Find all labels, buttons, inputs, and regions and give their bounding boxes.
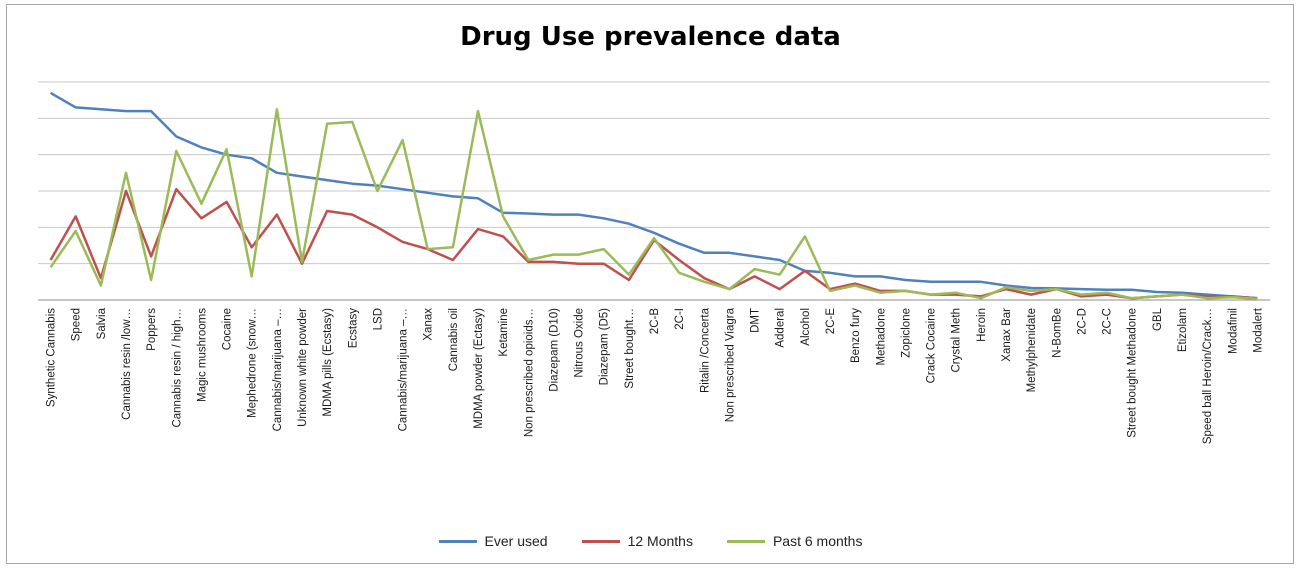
x-tick-label-7: Cocaine [222, 308, 234, 350]
legend-swatch-past-6-months [726, 539, 765, 543]
x-tick-label-41: 2C-D [1076, 308, 1088, 335]
x-tick-label-42: 2C-C [1102, 308, 1114, 335]
x-tick-label-37: Heroin [976, 308, 988, 342]
series-line-2 [49, 108, 1258, 301]
x-tick-label-19: Non prescribed opioids… [523, 308, 535, 437]
x-tick-label-5: Cannabis resin / high… [171, 308, 183, 428]
x-tick-label-4: Poppers [146, 308, 158, 351]
legend-swatch-12-months [581, 539, 620, 543]
x-tick-label-12: Ecstasy [347, 308, 359, 349]
x-tick-label-28: DMT [750, 308, 762, 333]
x-tick-label-17: MDMA powder (Ectasy) [473, 308, 485, 429]
series-line-0 [49, 91, 1258, 300]
x-tick-label-9: Cannabis/marijuana –… [272, 308, 284, 431]
x-tick-label-38: Xanax Bar [1001, 308, 1013, 362]
x-tick-label-32: Benzo fury [850, 308, 862, 363]
x-tick-label-3: Cannabis resin /low… [121, 308, 133, 420]
legend-label-ever-used: Ever used [484, 533, 548, 549]
x-tick-label-25: 2C-I [674, 308, 686, 330]
x-tick-label-24: 2C-B [649, 308, 661, 335]
x-tick-label-35: Crack Cocaine [926, 308, 938, 383]
x-tick-label-23: Street bought… [624, 308, 636, 389]
legend-label-past-6-months: Past 6 months [772, 533, 863, 549]
x-tick-label-2: Salvia [96, 307, 108, 339]
legend-item-past-6-months: Past 6 months [726, 533, 863, 549]
x-tick-label-20: Diazepam (D10) [548, 308, 560, 392]
x-tick-label-15: Xanax [423, 308, 435, 341]
x-tick-label-6: Magic mushrooms [196, 308, 208, 402]
legend-swatch-ever-used [438, 539, 477, 543]
x-tick-label-8: Mephedrone (snow… [247, 308, 259, 418]
chart-title: Drug Use prevalence data [460, 22, 841, 52]
x-tick-label-46: Speed ball Heroin/Crack… [1202, 308, 1214, 444]
x-tick-label-36: Crystal Meth [951, 308, 963, 373]
x-tick-label-13: LSD [372, 308, 384, 330]
x-tick-label-0: Synthetic Cannabis [46, 308, 58, 407]
x-tick-label-34: Zopiclone [900, 308, 912, 358]
x-tick-label-39: Methylphenidate [1026, 308, 1038, 392]
x-tick-label-11: MDMA pills (Ecstasy) [322, 308, 334, 417]
x-tick-label-45: Etizolam [1177, 308, 1189, 352]
series-line-1 [49, 187, 1258, 300]
x-tick-label-44: GBL [1152, 307, 1164, 331]
x-tick-label-43: Street bought Methadone [1127, 308, 1139, 438]
x-tick-label-33: Methadone [875, 308, 887, 366]
x-tick-label-26: Ritalin /Concerta [699, 307, 711, 393]
x-tick-label-47: Modafinil [1227, 308, 1239, 354]
series-lines [49, 91, 1258, 301]
x-tick-label-27: Non prescribed Viagra [724, 307, 736, 422]
legend: Ever used 12 Months Past 6 months [0, 533, 1301, 549]
x-tick-labels: Synthetic Cannabis Speed Salvia Cannabis re… [46, 307, 1265, 444]
x-tick-label-1: Speed [71, 308, 83, 341]
legend-item-12-months: 12 Months [581, 533, 693, 549]
legend-item-ever-used: Ever used [438, 533, 548, 549]
x-tick-label-30: Alcohol [800, 308, 812, 346]
x-tick-label-29: Adderal [775, 308, 787, 348]
legend-label-12-months: 12 Months [627, 533, 693, 549]
x-tick-label-16: Cannabis oil [448, 308, 460, 371]
x-tick-label-21: Nitrous Oxide [574, 308, 586, 378]
x-tick-label-31: 2C-E [825, 308, 837, 335]
chart-frame [6, 4, 1294, 564]
x-tick-label-48: Modalert [1252, 307, 1264, 353]
x-tick-label-18: Ketamine [498, 308, 510, 357]
x-tick-label-40: N-BomBe [1051, 308, 1063, 358]
x-tick-label-14: Cannabis/marijuana –… [398, 308, 410, 431]
x-tick-label-22: Diazepam (D5) [599, 308, 611, 385]
x-tick-label-10: Unknown white powder [297, 308, 309, 427]
gridlines [38, 81, 1270, 301]
